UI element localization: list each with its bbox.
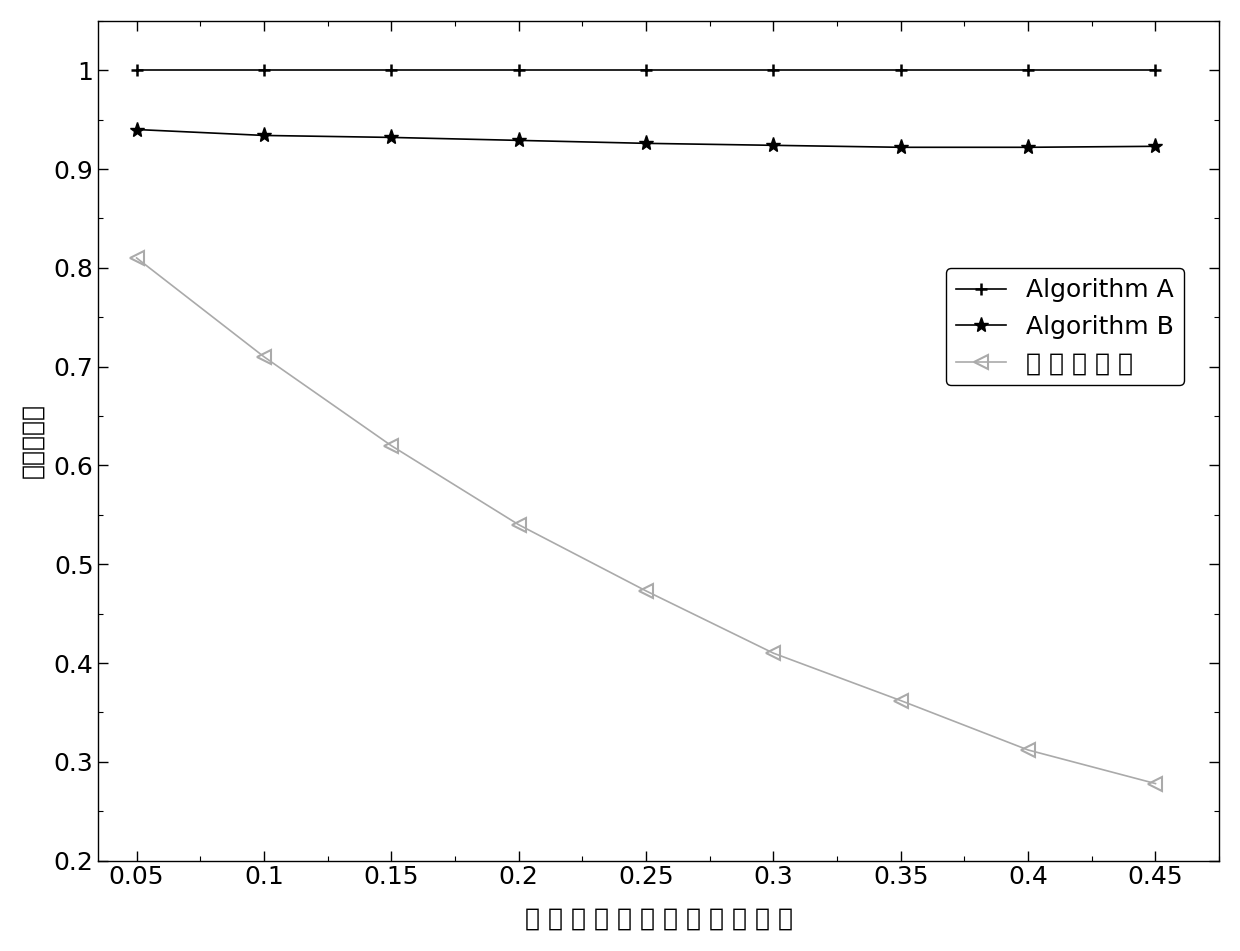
Algorithm A [639, 65, 653, 76]
Line: 本 发 明 方 法: 本 发 明 方 法 [130, 251, 1162, 790]
Algorithm A [257, 65, 272, 76]
Algorithm A [1148, 65, 1163, 76]
本 发 明 方 法 [1021, 745, 1035, 756]
Algorithm B [1148, 141, 1163, 152]
Algorithm A [766, 65, 781, 76]
Y-axis label: 归一化能耗: 归一化能耗 [21, 403, 45, 478]
Algorithm A [511, 65, 526, 76]
本 发 明 方 法 [511, 519, 526, 531]
本 发 明 方 法 [639, 585, 653, 596]
Algorithm B [384, 131, 399, 143]
本 发 明 方 法 [129, 252, 144, 263]
Legend: Algorithm A, Algorithm B, 本 发 明 方 法: Algorithm A, Algorithm B, 本 发 明 方 法 [946, 268, 1184, 385]
Algorithm B [1021, 142, 1035, 153]
Algorithm A [129, 65, 144, 76]
Algorithm B [766, 140, 781, 151]
Algorithm A [893, 65, 908, 76]
Line: Algorithm B: Algorithm B [129, 122, 1163, 155]
Algorithm A [1021, 65, 1035, 76]
X-axis label: 低 关 键 层 次 偶 发 任 务 利 用 率: 低 关 键 层 次 偶 发 任 务 利 用 率 [525, 906, 792, 930]
Algorithm B [893, 142, 908, 153]
Algorithm B [639, 138, 653, 149]
Algorithm B [257, 129, 272, 141]
Algorithm A [384, 65, 399, 76]
本 发 明 方 法 [1148, 778, 1163, 789]
本 发 明 方 法 [766, 648, 781, 659]
Algorithm B [511, 135, 526, 146]
Algorithm B [129, 124, 144, 135]
本 发 明 方 法 [384, 440, 399, 452]
本 发 明 方 法 [257, 351, 272, 362]
本 发 明 方 法 [893, 695, 908, 707]
Line: Algorithm A: Algorithm A [130, 64, 1162, 76]
